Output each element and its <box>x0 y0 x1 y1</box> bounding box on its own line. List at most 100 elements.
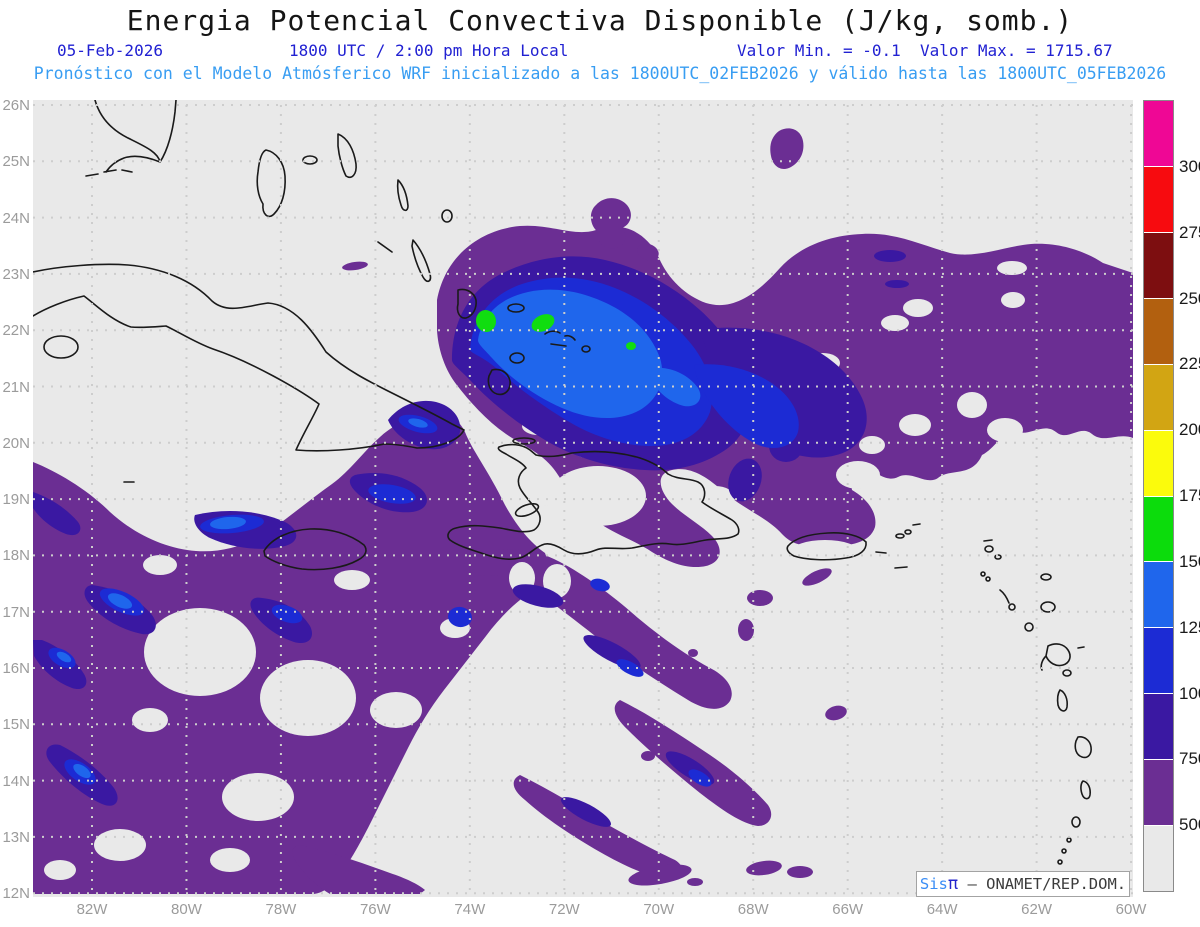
colorbar-tick-750: 750 <box>1179 749 1200 769</box>
minmax-values: Valor Min. = -0.1 Valor Max. = 1715.67 <box>737 41 1113 61</box>
antigua <box>1040 601 1056 613</box>
hispaniola-coast <box>447 443 740 561</box>
colorbar-cell-2 <box>1144 231 1173 298</box>
watermark-brand: Sis <box>919 875 948 893</box>
little-inagua <box>509 352 525 364</box>
st-vincent <box>1071 816 1081 828</box>
colorbar-tick-500: 500 <box>1179 815 1200 835</box>
turks <box>581 345 591 353</box>
puerto-rico-coast <box>786 532 867 561</box>
andros <box>256 149 286 218</box>
colorbar-tick-2000: 2000 <box>1179 420 1200 440</box>
colorbar-cell-10 <box>1144 759 1173 826</box>
colorbar-tick-2250: 2250 <box>1179 354 1200 374</box>
lat-label-21N: 21N <box>2 378 30 396</box>
florida-east-coast <box>159 99 177 163</box>
lat-label-26N: 26N <box>2 97 30 114</box>
lat-label-13N: 13N <box>2 828 30 846</box>
st-croix <box>894 566 908 569</box>
colorbar-tick-3000: 3000 <box>1179 156 1200 176</box>
tortue <box>512 437 536 445</box>
colorbar-cell-5 <box>1144 429 1173 496</box>
st-kitts <box>999 589 1010 604</box>
crooked-acklins <box>456 288 477 319</box>
mayaguana <box>507 303 525 313</box>
lat-label-14N: 14N <box>2 772 30 790</box>
watermark-org: ONAMET/REP.DOM. <box>986 875 1127 893</box>
lat-label-17N: 17N <box>2 603 30 621</box>
cat-island <box>396 179 409 212</box>
long-island <box>411 239 432 283</box>
florida-keys <box>85 169 133 177</box>
colorbar-cell-0 <box>1144 101 1173 166</box>
forecast-date: 05-Feb-2026 <box>57 41 163 60</box>
barbuda <box>1040 573 1052 581</box>
nevis <box>1008 603 1016 611</box>
lon-label-66W: 66W <box>832 901 864 918</box>
colorbar-cell-4 <box>1144 363 1173 430</box>
anegada <box>912 523 921 526</box>
eleuthera <box>337 133 357 179</box>
forecast-valid-time: 1800 UTC / 2:00 pm Hora Local <box>289 41 569 60</box>
dominica <box>1056 689 1068 712</box>
cape-shading-1250-1500 <box>56 289 701 779</box>
lat-label-20N: 20N <box>2 434 30 452</box>
grenadine-2 <box>1061 848 1067 854</box>
st-lucia <box>1080 780 1091 800</box>
new-providence <box>302 155 318 165</box>
colorbar-cell-9 <box>1144 693 1173 760</box>
lon-label-76W: 76W <box>359 901 391 918</box>
montserrat <box>1024 622 1034 632</box>
colorbar-cell-1 <box>1144 165 1173 232</box>
jamaica-coast <box>263 528 367 571</box>
value-max-label: Valor Max. = 1715.67 <box>920 41 1113 60</box>
lon-label-80W: 80W <box>171 901 202 918</box>
watermark-separator: – <box>958 875 987 893</box>
anguilla <box>983 539 993 542</box>
lon-label-74W: 74W <box>454 901 486 918</box>
lat-label-19N: 19N <box>2 491 30 509</box>
page-title: Energia Potencial Convectiva Disponible … <box>126 4 1074 37</box>
cuba-coast <box>32 263 465 452</box>
grenadine-3 <box>1057 859 1063 865</box>
lat-label-25N: 25N <box>2 153 30 171</box>
lon-label-60W: 60W <box>1115 901 1147 918</box>
lon-label-82W: 82W <box>76 901 108 918</box>
virgin-gorda <box>904 529 912 535</box>
lon-label-62W: 62W <box>1021 901 1053 918</box>
cape-map <box>32 99 1133 897</box>
gonave <box>514 502 540 518</box>
colorbar-tick-1500: 1500 <box>1179 551 1200 571</box>
coastlines <box>32 99 1092 885</box>
san-salvador <box>441 209 453 223</box>
lat-label-15N: 15N <box>2 716 30 734</box>
lon-label-68W: 68W <box>737 901 769 918</box>
colorbar-cell-3 <box>1144 297 1173 364</box>
colorbar-cell-11 <box>1144 825 1173 892</box>
isla-juventud <box>43 335 79 359</box>
lat-label-23N: 23N <box>2 265 30 283</box>
colorbar-tick-1250: 1250 <box>1179 617 1200 637</box>
st-martin <box>984 545 994 553</box>
map-area <box>32 99 1133 897</box>
cape-shading-1500-1750 <box>475 310 636 350</box>
great-inagua <box>487 368 511 396</box>
exuma <box>377 241 393 253</box>
statia <box>985 576 991 582</box>
latlon-grid <box>33 104 1133 895</box>
lat-label-12N: 12N <box>2 885 30 903</box>
colorbar-tick-2750: 2750 <box>1179 222 1200 242</box>
value-min-label: Valor Min. = -0.1 <box>737 41 901 60</box>
lat-label-18N: 18N <box>2 547 30 565</box>
lon-label-70W: 70W <box>643 901 675 918</box>
cape-colorbar <box>1143 100 1174 892</box>
colorbar-tick-1000: 1000 <box>1179 683 1200 703</box>
colorbar-tick-2500: 2500 <box>1179 288 1200 308</box>
colorbar-cell-7 <box>1144 561 1173 628</box>
colorbar-tick-1750: 1750 <box>1179 486 1200 505</box>
lat-label-22N: 22N <box>2 322 30 340</box>
lon-label-78W: 78W <box>265 901 297 918</box>
caicos <box>544 330 576 347</box>
colorbar-cell-6 <box>1144 495 1173 562</box>
model-init-line: Pronóstico con el Modelo Atmósferico WRF… <box>33 64 1167 83</box>
